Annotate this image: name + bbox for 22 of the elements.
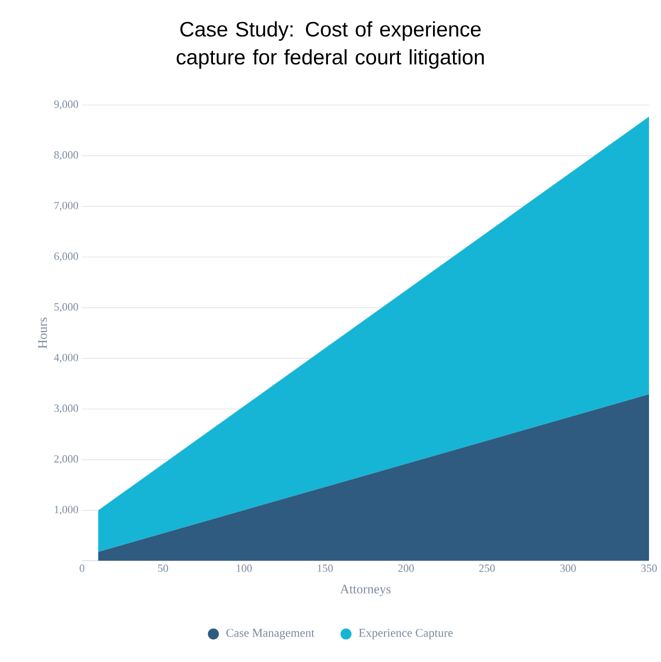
y-tick-label: 9,000 xyxy=(54,100,78,110)
y-axis-title: Hours xyxy=(38,318,47,348)
x-tick-label: 0 xyxy=(80,564,84,572)
x-tick-label: 350 xyxy=(641,564,657,572)
x-axis-title: Attorneys xyxy=(340,584,391,596)
x-tick-label: 250 xyxy=(479,564,495,572)
y-tick-label: 1,000 xyxy=(54,506,78,515)
legend-label: Case Management xyxy=(226,628,314,640)
y-tick-label: 2,000 xyxy=(54,455,78,464)
chart-title: Case Study: Cost of experience capture for federal court litigation xyxy=(176,21,484,69)
x-tick-label: 300 xyxy=(560,564,576,572)
y-tick-label: 6,000 xyxy=(54,252,78,262)
x-tick-label: 50 xyxy=(158,564,168,572)
y-tick-label: 8,000 xyxy=(54,151,78,160)
y-tick-label: 3,000 xyxy=(54,404,78,414)
y-tick-label: 5,000 xyxy=(54,303,78,312)
x-tick-label: 200 xyxy=(398,564,414,572)
y-tick-label: 4,000 xyxy=(54,354,78,363)
x-tick-label: 100 xyxy=(236,564,252,572)
x-tick-label: 150 xyxy=(318,564,333,572)
y-tick-label: 7,000 xyxy=(54,202,78,211)
legend-label: Experience Capture xyxy=(358,628,453,640)
